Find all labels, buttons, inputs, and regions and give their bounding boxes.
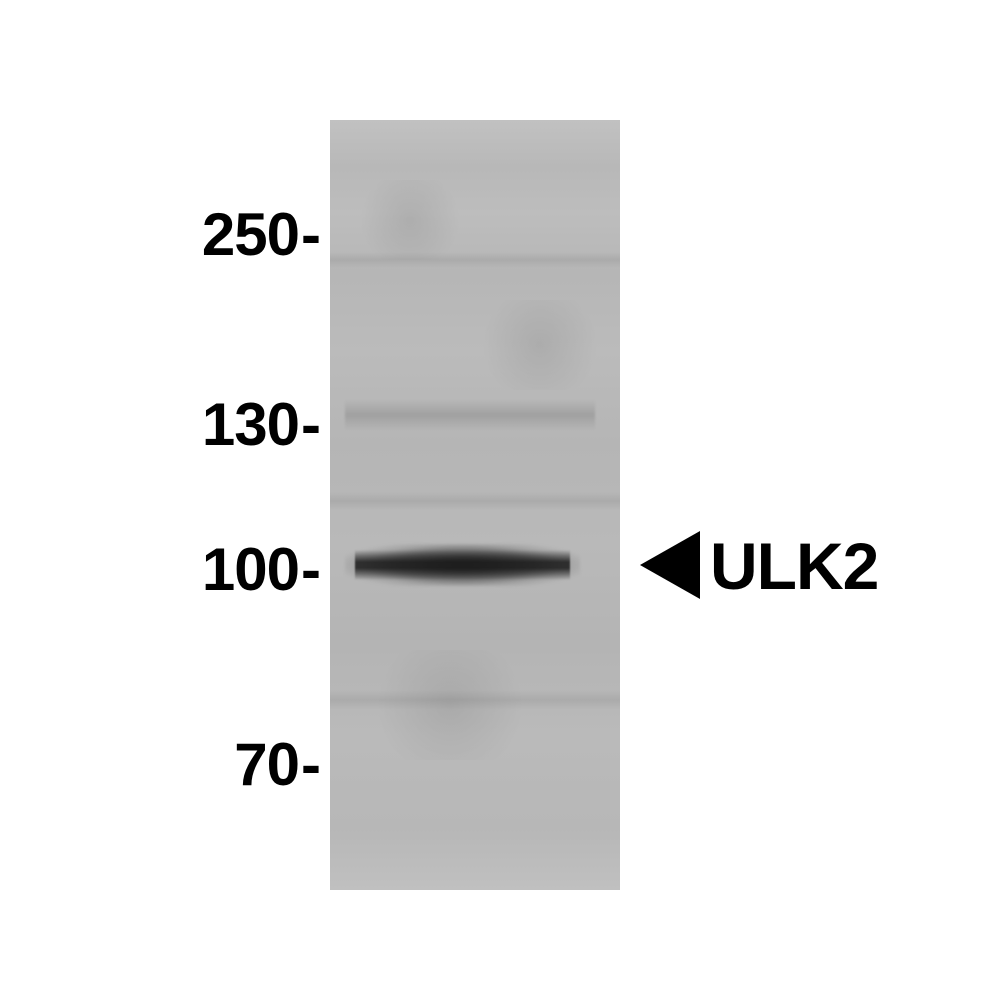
western-blot-figure: 250- 130- 100- 70- ULK2: [0, 0, 1000, 1000]
marker-100: 100-: [202, 535, 320, 604]
marker-130: 130-: [202, 390, 320, 459]
arrowhead-icon: [640, 531, 700, 599]
marker-label: 130: [202, 390, 299, 459]
marker-70: 70-: [234, 730, 320, 799]
marker-dash: -: [301, 535, 320, 604]
marker-label: 100: [202, 535, 299, 604]
marker-dash: -: [301, 390, 320, 459]
marker-label: 250: [202, 200, 299, 269]
ulk2-band: [355, 550, 570, 580]
marker-label: 70: [234, 730, 299, 799]
marker-dash: -: [301, 200, 320, 269]
blot-lane: [330, 120, 620, 890]
marker-dash: -: [301, 730, 320, 799]
protein-label: ULK2: [710, 528, 878, 604]
marker-250: 250-: [202, 200, 320, 269]
faint-band-130: [345, 400, 595, 430]
